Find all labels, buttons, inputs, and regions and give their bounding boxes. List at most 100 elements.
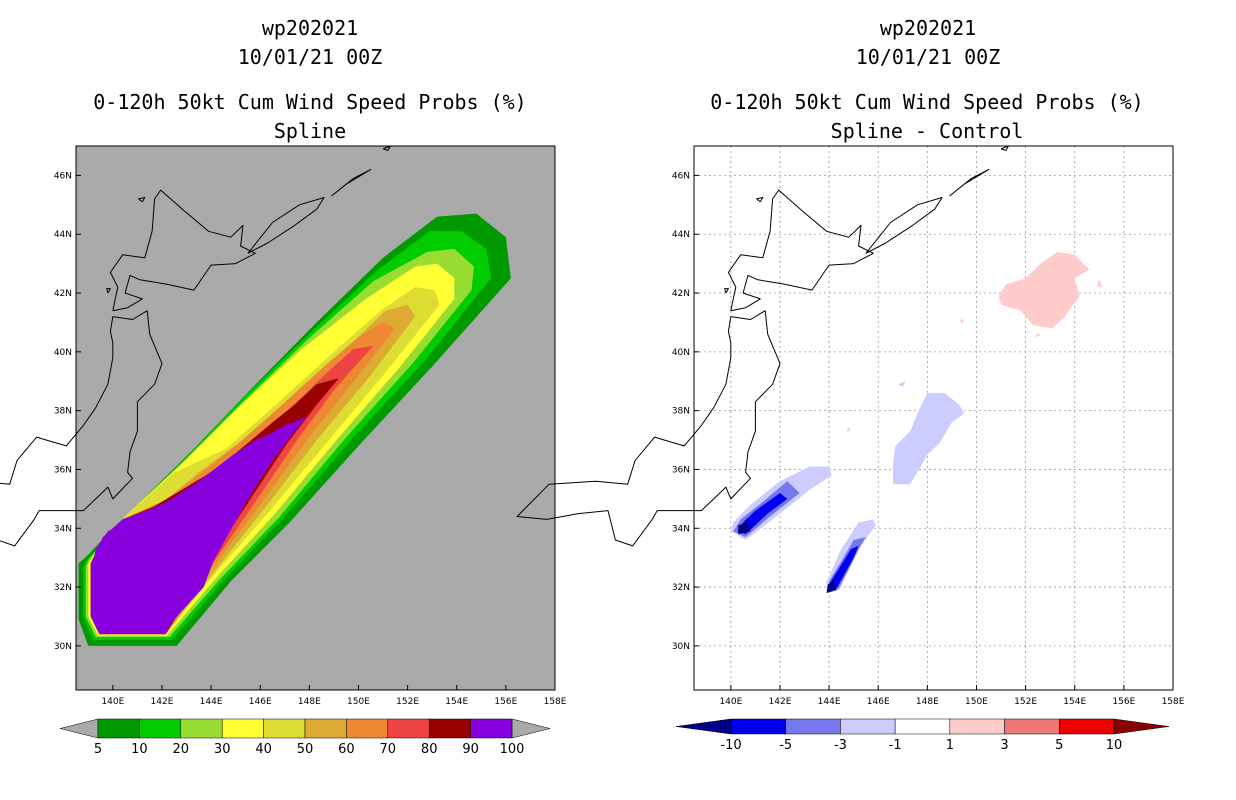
right-xtick-label: 154E xyxy=(1063,697,1086,707)
right-colorbar-swatch xyxy=(1059,718,1115,735)
left-xtick-label: 158E xyxy=(544,697,567,707)
right-colorbar-label: 1 xyxy=(946,738,954,753)
right-ytick-label: 38N xyxy=(672,407,690,417)
right-colorbar-swatch xyxy=(785,718,841,735)
left-colorbar-swatch xyxy=(180,718,223,739)
left-colorbar-label: 90 xyxy=(462,742,479,757)
right-colorbar-label: 5 xyxy=(1055,738,1063,753)
left-colorbar-label: 30 xyxy=(214,742,231,757)
right-ytick-label: 30N xyxy=(672,642,690,652)
left-ytick-label: 38N xyxy=(54,407,72,417)
right-xtick-label: 158E xyxy=(1162,697,1185,707)
left-colorbar-under-arrow xyxy=(59,718,99,739)
right-colorbar-over-arrow xyxy=(1113,718,1170,735)
coastline-segment-5 xyxy=(138,197,146,203)
left-title-line2: 10/01/21 00Z xyxy=(237,45,383,69)
neg-region-a-core xyxy=(738,522,751,535)
left-xtick-label: 140E xyxy=(101,697,124,707)
right-colorbar-label: -10 xyxy=(720,738,741,753)
right-colorbar-swatch xyxy=(949,718,1005,735)
coastline-segment-3 xyxy=(331,169,372,197)
right-xtick-label: 146E xyxy=(867,697,890,707)
left-colorbar-label: 10 xyxy=(131,742,148,757)
left-colorbar-swatch xyxy=(470,718,513,739)
left-colorbar-swatch xyxy=(97,718,140,739)
coastline-segment-1 xyxy=(516,310,781,547)
left-colorbar-label: 70 xyxy=(380,742,397,757)
neg-region-c-spot xyxy=(897,381,906,388)
left-colorbar-label: 50 xyxy=(297,742,314,757)
coastline-segment-3 xyxy=(949,169,990,197)
pos-region-spot-d xyxy=(1096,278,1102,288)
right-title-line1: wp202021 xyxy=(879,16,977,40)
coastline-segment-2 xyxy=(247,197,325,254)
left-title-line1: wp202021 xyxy=(261,16,359,40)
coastline-segment-6 xyxy=(724,288,729,294)
left-subtitle: Spline xyxy=(273,119,347,143)
right-colorbar-swatch xyxy=(894,718,951,735)
left-frame xyxy=(75,145,556,691)
left-colorbar-swatch xyxy=(263,718,306,739)
left-title-line3: 0-120h 50kt Cum Wind Speed Probs (%) xyxy=(93,90,527,114)
left-xtick-label: 156E xyxy=(494,697,517,707)
left-colorbar-label: 60 xyxy=(338,742,355,757)
left-colorbar-label: 5 xyxy=(94,742,102,757)
left-ytick-label: 30N xyxy=(54,642,72,652)
coastline-segment-0 xyxy=(727,189,874,312)
right-ytick-label: 36N xyxy=(672,465,690,475)
prob-band-90-core xyxy=(93,437,283,633)
left-swath-group xyxy=(78,213,511,646)
left-colorbar-swatch xyxy=(387,718,430,739)
right-frame-top xyxy=(693,145,1174,691)
left-ytick-label: 40N xyxy=(54,348,72,358)
left-colorbar-swatch xyxy=(221,718,264,739)
left-colorbar-label: 80 xyxy=(421,742,438,757)
pos-region-spot-a xyxy=(1035,332,1041,338)
right-ytick-label: 34N xyxy=(672,524,690,534)
right-colorbar-label: -5 xyxy=(779,738,792,753)
right-colorbar-label: 10 xyxy=(1106,738,1123,753)
right-ytick-label: 40N xyxy=(672,348,690,358)
coastline-segment-4 xyxy=(1000,145,1009,151)
right-xtick-label: 142E xyxy=(769,697,792,707)
left-ytick-label: 44N xyxy=(54,230,72,240)
right-colorbar-swatch xyxy=(1004,718,1060,735)
right-xtick-label: 144E xyxy=(818,697,841,707)
left-ytick-label: 46N xyxy=(54,171,72,181)
right-xtick-label: 152E xyxy=(1014,697,1037,707)
right-colorbar-under-arrow xyxy=(675,718,732,735)
right-subtitle: Spline - Control xyxy=(830,119,1024,143)
coastline-segment-2 xyxy=(865,197,943,254)
left-colorbar-label: 40 xyxy=(255,742,272,757)
right-xtick-label: 150E xyxy=(965,697,988,707)
left-colorbar-swatch xyxy=(304,718,347,739)
left-ytick-label: 34N xyxy=(54,524,72,534)
coastline-segment-5 xyxy=(756,197,764,203)
left-colorbar-label: 20 xyxy=(173,742,190,757)
neg-region-b-core xyxy=(826,581,837,593)
coastline-segment-1 xyxy=(0,310,163,547)
left-ytick-label: 36N xyxy=(54,465,72,475)
right-colorbar-label: 3 xyxy=(1000,738,1008,753)
left-xtick-label: 144E xyxy=(200,697,223,707)
neg-region-a-strong xyxy=(738,493,788,535)
right-ytick-label: 46N xyxy=(672,171,690,181)
right-xtick-label: 140E xyxy=(719,697,742,707)
left-xtick-label: 150E xyxy=(347,697,370,707)
right-ytick-label: 44N xyxy=(672,230,690,240)
pos-region-spot-b xyxy=(959,318,965,323)
right-colorbar-swatch xyxy=(840,718,896,735)
right-title-line2: 10/01/21 00Z xyxy=(855,45,1001,69)
neg-region-b-strong xyxy=(829,545,859,590)
coastline-segment-4 xyxy=(382,145,391,151)
coastline-segment-0 xyxy=(109,189,256,312)
left-colorbar-swatch xyxy=(139,718,182,739)
left-ytick-label: 42N xyxy=(54,289,72,299)
left-xtick-label: 146E xyxy=(249,697,272,707)
right-ytick-label: 32N xyxy=(672,583,690,593)
pos-region-light xyxy=(998,251,1090,329)
neg-region-c-light xyxy=(893,393,965,485)
coastline-segment-6 xyxy=(106,288,111,294)
right-colorbar-label: -1 xyxy=(889,738,902,753)
